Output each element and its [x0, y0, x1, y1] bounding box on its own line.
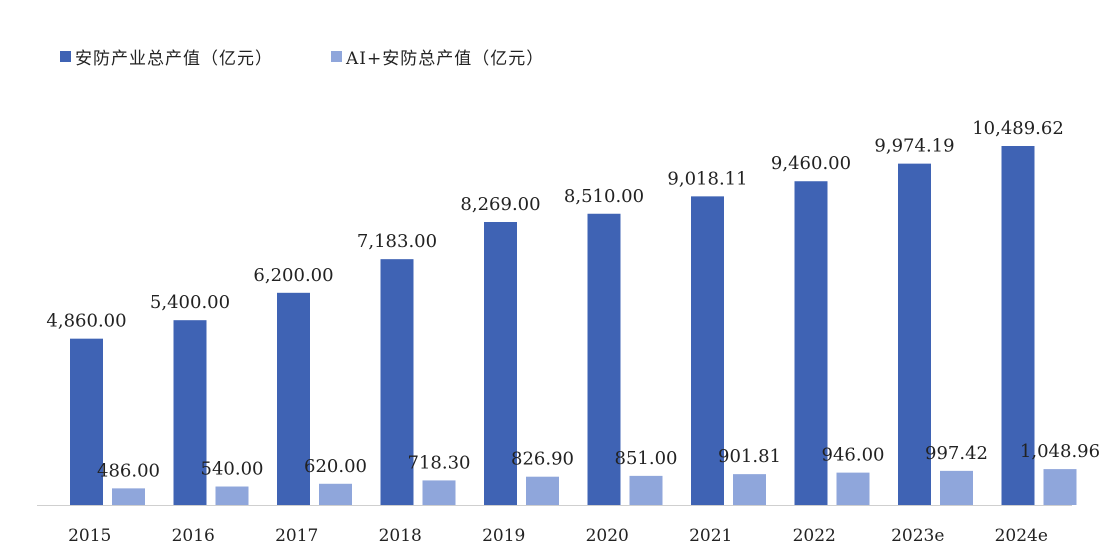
x-tick-label-2019: 2019	[482, 526, 525, 546]
data-label-ai-2023e: 997.42	[925, 443, 988, 464]
x-tick-label-2022: 2022	[793, 526, 836, 546]
data-label-total-2016: 5,400.00	[150, 292, 230, 313]
bar-ai-2016	[215, 486, 249, 505]
bar-ai-2020	[629, 475, 663, 505]
legend-swatch-total	[60, 51, 71, 62]
data-label-ai-2016: 540.00	[201, 459, 264, 480]
data-label-ai-2020: 851.00	[615, 448, 678, 469]
data-label-total-2020: 8,510.00	[564, 186, 644, 207]
bar-total-2018	[380, 259, 414, 505]
bar-ai-2022	[836, 472, 870, 505]
bar-ai-2015	[112, 488, 145, 505]
data-label-total-2017: 6,200.00	[253, 265, 333, 286]
bar-ai-2018	[422, 480, 456, 505]
bar-total-2023e	[898, 163, 931, 505]
x-tick-label-2018: 2018	[379, 526, 422, 546]
x-tick-label-2017: 2017	[275, 526, 318, 546]
data-label-total-2023e: 9,974.19	[874, 136, 954, 157]
legend-label-ai: AI+安防总产值（亿元）	[346, 49, 545, 69]
data-label-ai-2017: 620.00	[304, 456, 367, 477]
data-label-total-2015: 4,860.00	[46, 311, 126, 332]
bar-ai-2017	[319, 483, 352, 505]
bar-ai-2019	[526, 476, 559, 505]
data-label-total-2018: 7,183.00	[357, 231, 437, 252]
data-label-ai-2015: 486.00	[97, 460, 160, 481]
data-label-total-2021: 9,018.11	[667, 168, 747, 189]
data-label-total-2024e: 10,489.62	[972, 118, 1064, 139]
bar-ai-2024e	[1043, 469, 1077, 505]
x-tick-label-2015: 2015	[68, 526, 111, 546]
bar-total-2022	[794, 181, 828, 505]
data-label-ai-2024e: 1,048.96	[1020, 441, 1100, 462]
legend-swatch-ai	[331, 51, 342, 62]
data-label-ai-2019: 826.90	[511, 449, 574, 470]
bar-total-2019	[484, 221, 517, 505]
data-label-ai-2022: 946.00	[822, 445, 885, 466]
bar-total-2016	[173, 320, 207, 505]
bar-ai-2021	[733, 474, 766, 505]
legend-item-ai: AI+安防总产值（亿元）	[331, 44, 544, 69]
data-label-total-2022: 9,460.00	[771, 153, 851, 174]
bar-total-2020	[587, 213, 621, 505]
bar-total-2024e	[1001, 146, 1035, 505]
legend: 安防产业总产值（亿元） AI+安防总产值（亿元）	[60, 44, 544, 69]
x-tick-label-2021: 2021	[689, 526, 732, 546]
bar-total-2021	[691, 196, 724, 505]
data-label-total-2019: 8,269.00	[460, 194, 540, 215]
x-tick-label-2016: 2016	[172, 526, 215, 546]
x-tick-label-2023e: 2023e	[891, 526, 944, 546]
legend-label-total: 安防产业总产值（亿元）	[75, 49, 273, 69]
legend-item-total: 安防产业总产值（亿元）	[60, 44, 273, 69]
x-tick-label-2024e: 2024e	[995, 526, 1048, 546]
bar-ai-2023e	[940, 470, 973, 505]
bar-total-2017	[277, 292, 310, 505]
x-tick-label-2020: 2020	[586, 526, 629, 546]
bar-total-2015	[70, 338, 103, 505]
data-label-ai-2018: 718.30	[408, 452, 471, 473]
data-label-ai-2021: 901.81	[718, 446, 781, 467]
